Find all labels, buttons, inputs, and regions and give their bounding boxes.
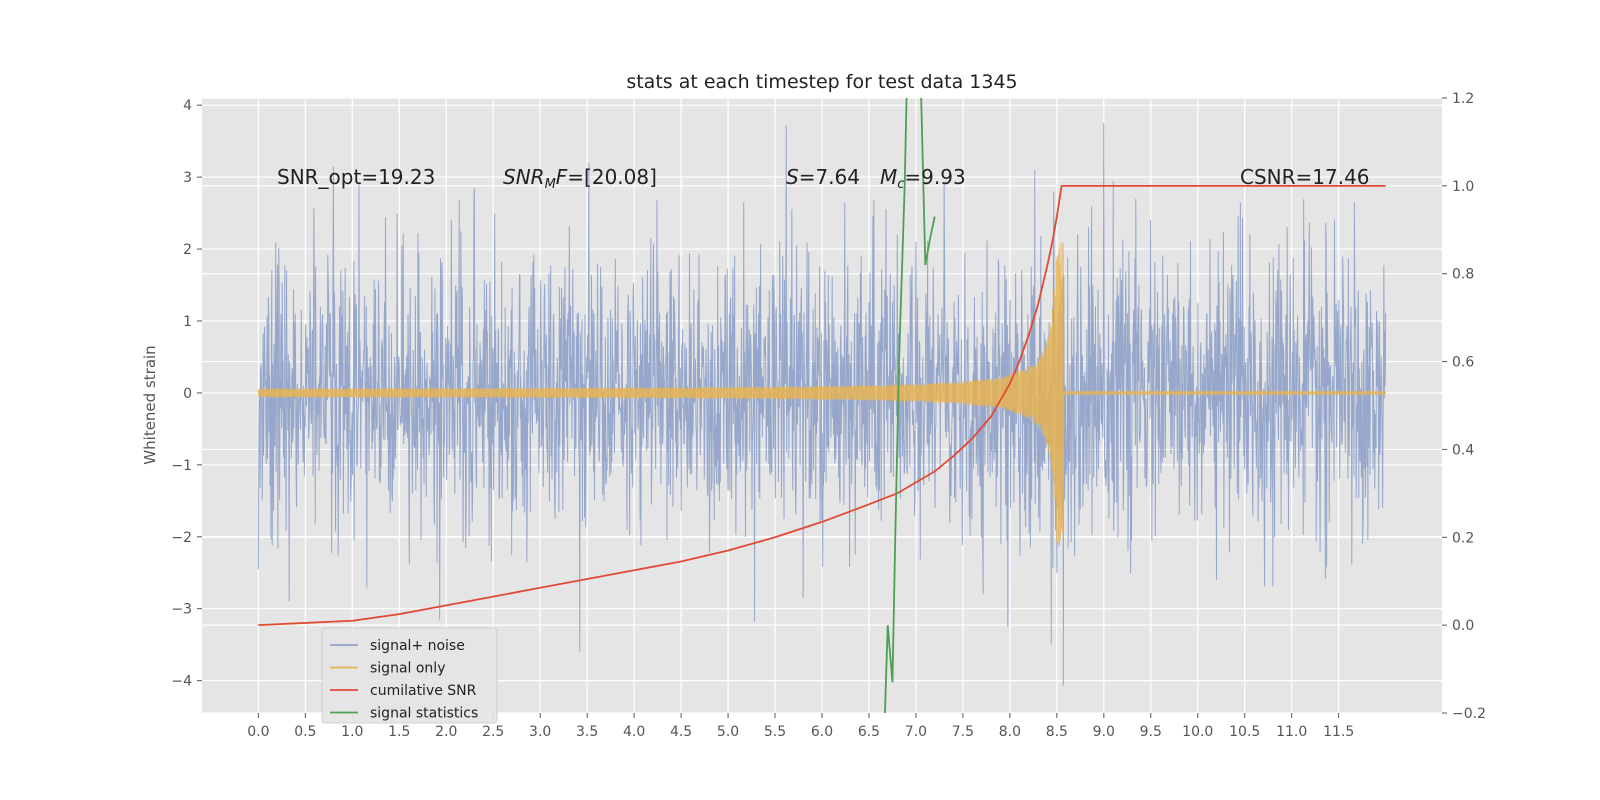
y2-tick-label: 1.2 (1452, 91, 1474, 107)
series-signal-noise-line (257, 123, 1387, 686)
x-tick-label: 6.0 (811, 724, 833, 740)
annotation-snr-mf: SNRMF=[20.08] (503, 165, 657, 192)
y-tick-label: −3 (171, 602, 192, 618)
x-tick-label: 10.5 (1229, 724, 1260, 740)
y2-tick-label: 0.2 (1452, 530, 1474, 546)
legend: signal+ noise signal only cumilative SNR si… (321, 627, 498, 724)
annotation-snr-opt: SNR_opt=19.23 (277, 165, 435, 189)
y-tick-label: −2 (171, 530, 192, 546)
x-tick-label: 7.5 (952, 724, 974, 740)
y-axis-label: Whitened strain (141, 345, 159, 464)
legend-box (321, 627, 498, 724)
annotation-s: S=7.64 (786, 165, 860, 189)
y2-tick-label: 1.0 (1452, 179, 1474, 195)
x-tick-label: 8.5 (1046, 724, 1068, 740)
y-tick-label: 4 (183, 98, 192, 114)
y2-tick-label: 0.6 (1452, 355, 1474, 371)
x-tick-label: 2.5 (482, 724, 504, 740)
x-tick-label: 5.5 (764, 724, 786, 740)
legend-item-signal-only: signal only (330, 661, 445, 677)
series-signal-only-line (257, 242, 1387, 544)
x-axis: 0.0 0.5 1.0 1.5 2.0 2.5 3.0 3.5 4.0 4.5 5.0 5.5 6.0 6… (247, 713, 1354, 740)
x-tick-label: 3.5 (576, 724, 598, 740)
y-axis-right: 1.2 1.0 0.8 0.6 0.4 0.2 0.0 −0.2 (1442, 91, 1486, 722)
x-tick-label: 9.5 (1140, 724, 1162, 740)
x-tick-label: 9.0 (1093, 724, 1115, 740)
legend-label: signal only (370, 661, 445, 677)
y-tick-label: 3 (183, 170, 192, 186)
x-tick-label: 2.0 (435, 724, 457, 740)
x-tick-label: 4.5 (670, 724, 692, 740)
x-tick-label: 1.5 (388, 724, 410, 740)
x-tick-label: 3.0 (529, 724, 551, 740)
y2-tick-label: 0.4 (1452, 442, 1474, 458)
y2-tick-label: 0.8 (1452, 267, 1474, 283)
y-tick-label: −4 (171, 674, 192, 690)
legend-item-signal-statistics: signal statistics (330, 706, 478, 722)
x-tick-label: 6.5 (858, 724, 880, 740)
legend-item-cumulative-snr: cumilative SNR (330, 683, 477, 699)
x-tick-label: 7.0 (905, 724, 927, 740)
legend-label: signal+ noise (370, 638, 465, 654)
x-tick-label: 11.5 (1323, 724, 1354, 740)
y-tick-label: 2 (183, 242, 192, 258)
legend-label: cumilative SNR (370, 683, 477, 699)
x-tick-label: 8.0 (999, 724, 1021, 740)
x-tick-label: 0.0 (247, 724, 269, 740)
x-tick-label: 4.0 (623, 724, 645, 740)
x-tick-label: 0.5 (294, 724, 316, 740)
chart-title: stats at each timestep for test data 134… (626, 71, 1017, 93)
x-tick-label: 5.0 (717, 724, 739, 740)
series-signal-statistics-line (884, 98, 936, 713)
x-tick-label: 1.0 (341, 724, 363, 740)
y-tick-label: 0 (183, 386, 192, 402)
y-tick-label: 1 (183, 314, 192, 330)
legend-item-signal-noise: signal+ noise (330, 638, 465, 654)
annotation-csnr: CSNR=17.46 (1240, 165, 1370, 189)
x-tick-label: 10.0 (1182, 724, 1213, 740)
y-axis-left: 4 3 2 1 0 −1 −2 −3 −4 (171, 98, 202, 690)
y2-tick-label: −0.2 (1452, 706, 1486, 722)
y2-tick-label: 0.0 (1452, 618, 1474, 634)
series-cumulative-snr-line (258, 184, 1386, 627)
legend-label: signal statistics (370, 706, 478, 722)
x-tick-label: 11.0 (1276, 724, 1307, 740)
annotation-mc: Mc=9.93 (880, 165, 966, 192)
y-tick-label: −1 (171, 458, 192, 474)
